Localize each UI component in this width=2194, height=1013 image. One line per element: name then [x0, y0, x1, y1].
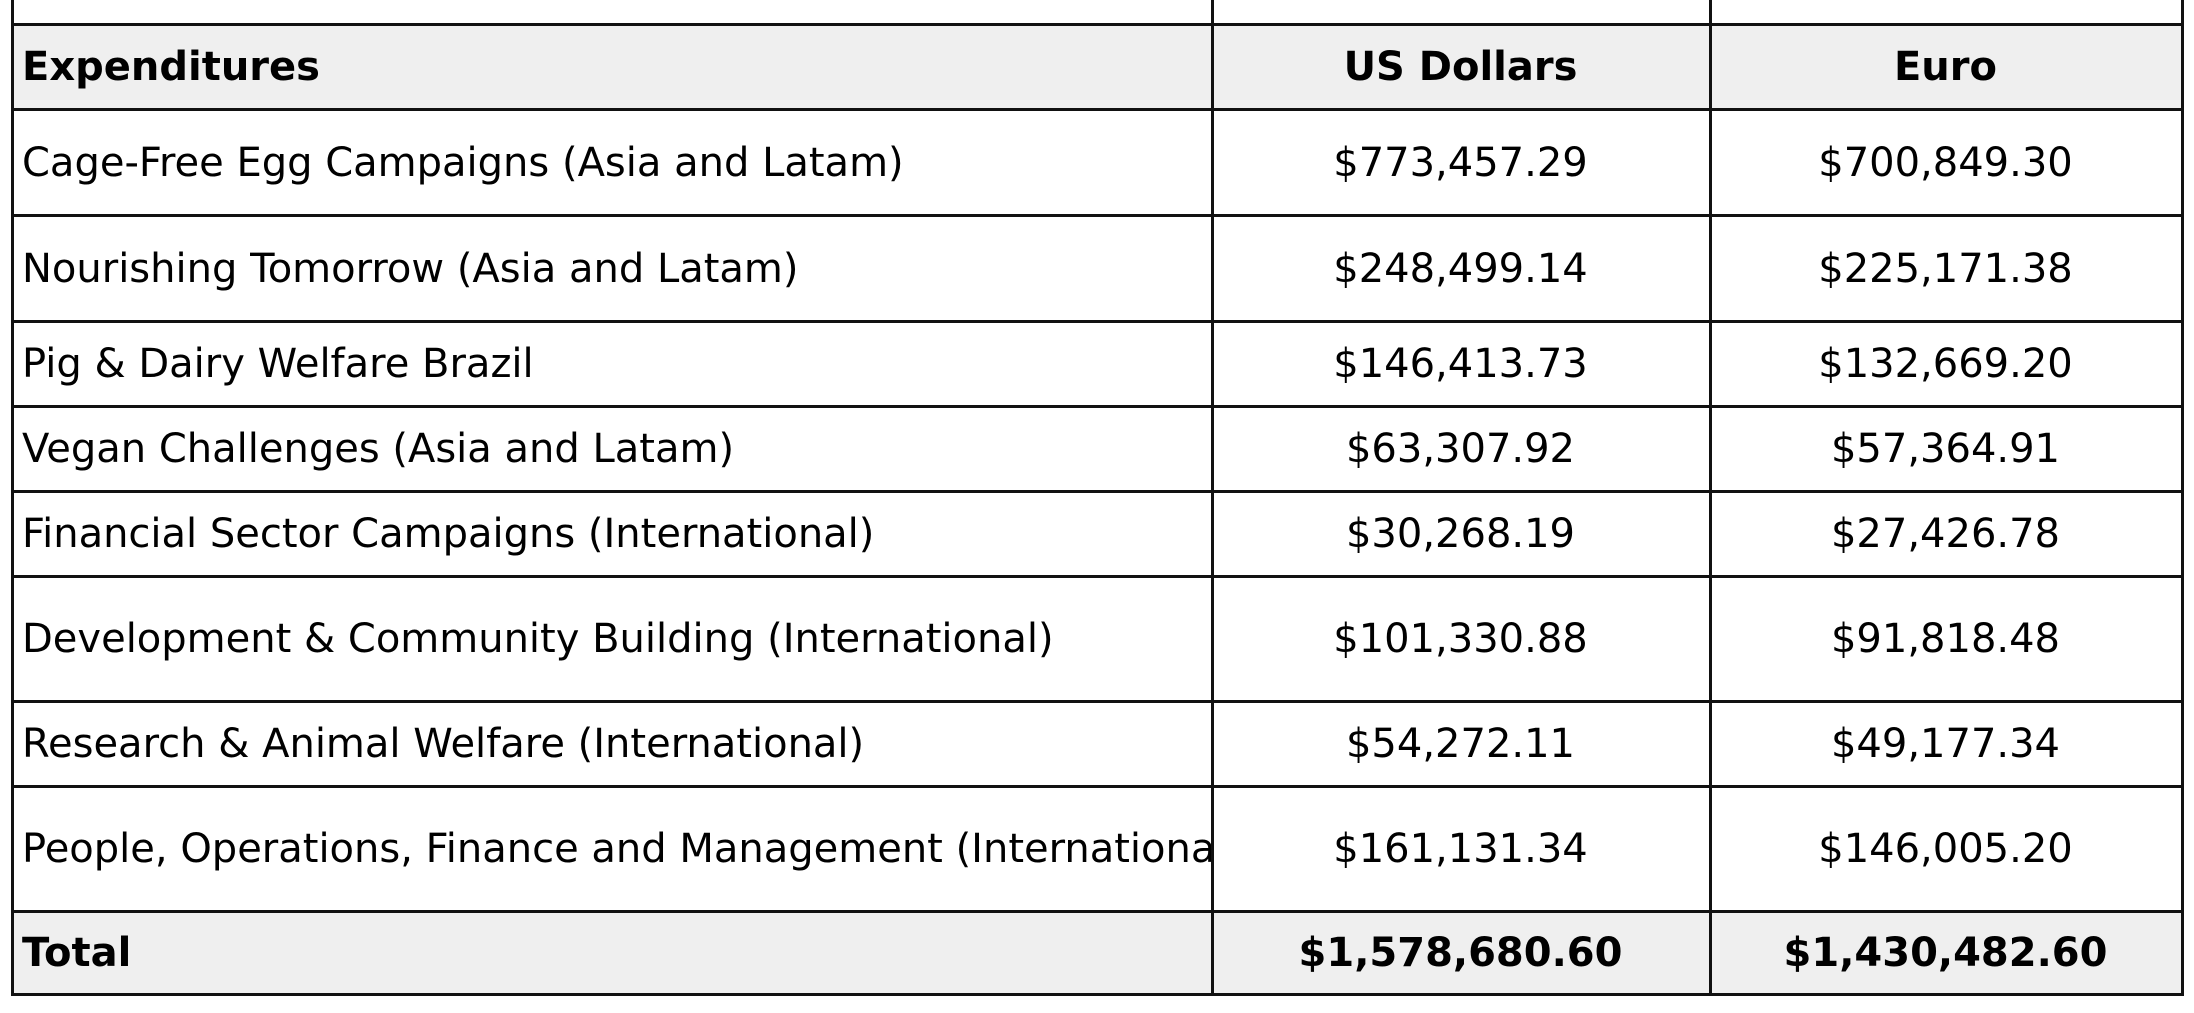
amount-eur: $700,849.30 — [1709, 108, 2184, 217]
table-row: Cage-Free Egg Campaigns (Asia and Latam)… — [11, 108, 2184, 217]
amount-eur: $225,171.38 — [1709, 214, 2184, 323]
expenditure-category: Financial Sector Campaigns (Internationa… — [11, 490, 1214, 578]
header-euro: Euro — [1709, 23, 2184, 111]
amount-usd: $101,330.88 — [1211, 575, 1712, 703]
total-eur: $1,430,482.60 — [1709, 910, 2184, 996]
table-top-edge-row — [11, 0, 2184, 26]
amount-eur: $132,669.20 — [1709, 320, 2184, 408]
top-edge-cell — [11, 0, 1214, 26]
expenditure-category: Development & Community Building (Intern… — [11, 575, 1214, 703]
amount-usd: $146,413.73 — [1211, 320, 1712, 408]
header-expenditures: Expenditures — [11, 23, 1214, 111]
amount-usd: $63,307.92 — [1211, 405, 1712, 493]
amount-usd: $248,499.14 — [1211, 214, 1712, 323]
expenditure-category: Nourishing Tomorrow (Asia and Latam) — [11, 214, 1214, 323]
amount-eur: $57,364.91 — [1709, 405, 2184, 493]
table-total-row: Total $1,578,680.60 $1,430,482.60 — [11, 910, 2184, 996]
top-edge-cell — [1709, 0, 2184, 26]
amount-eur: $49,177.34 — [1709, 700, 2184, 788]
amount-usd: $773,457.29 — [1211, 108, 1712, 217]
amount-usd: $54,272.11 — [1211, 700, 1712, 788]
table-row: Research & Animal Welfare (International… — [11, 700, 2184, 788]
table-row: Nourishing Tomorrow (Asia and Latam) $24… — [11, 214, 2184, 323]
amount-eur: $27,426.78 — [1709, 490, 2184, 578]
total-label: Total — [11, 910, 1214, 996]
amount-usd: $30,268.19 — [1211, 490, 1712, 578]
amount-eur: $91,818.48 — [1709, 575, 2184, 703]
expenditure-category: People, Operations, Finance and Manageme… — [11, 785, 1214, 913]
expenditure-category: Vegan Challenges (Asia and Latam) — [11, 405, 1214, 493]
expenditures-table: Expenditures US Dollars Euro Cage-Free E… — [11, 0, 2184, 996]
top-edge-cell — [1211, 0, 1712, 26]
amount-eur: $146,005.20 — [1709, 785, 2184, 913]
expenditure-category: Cage-Free Egg Campaigns (Asia and Latam) — [11, 108, 1214, 217]
header-us-dollars: US Dollars — [1211, 23, 1712, 111]
total-usd: $1,578,680.60 — [1211, 910, 1712, 996]
table-row: Financial Sector Campaigns (Internationa… — [11, 490, 2184, 578]
table-row: People, Operations, Finance and Manageme… — [11, 785, 2184, 913]
expenditure-category: Pig & Dairy Welfare Brazil — [11, 320, 1214, 408]
table-row: Vegan Challenges (Asia and Latam) $63,30… — [11, 405, 2184, 493]
table-row: Pig & Dairy Welfare Brazil $146,413.73 $… — [11, 320, 2184, 408]
amount-usd: $161,131.34 — [1211, 785, 1712, 913]
table-row: Development & Community Building (Intern… — [11, 575, 2184, 703]
table-header-row: Expenditures US Dollars Euro — [11, 23, 2184, 111]
expenditure-category: Research & Animal Welfare (International… — [11, 700, 1214, 788]
